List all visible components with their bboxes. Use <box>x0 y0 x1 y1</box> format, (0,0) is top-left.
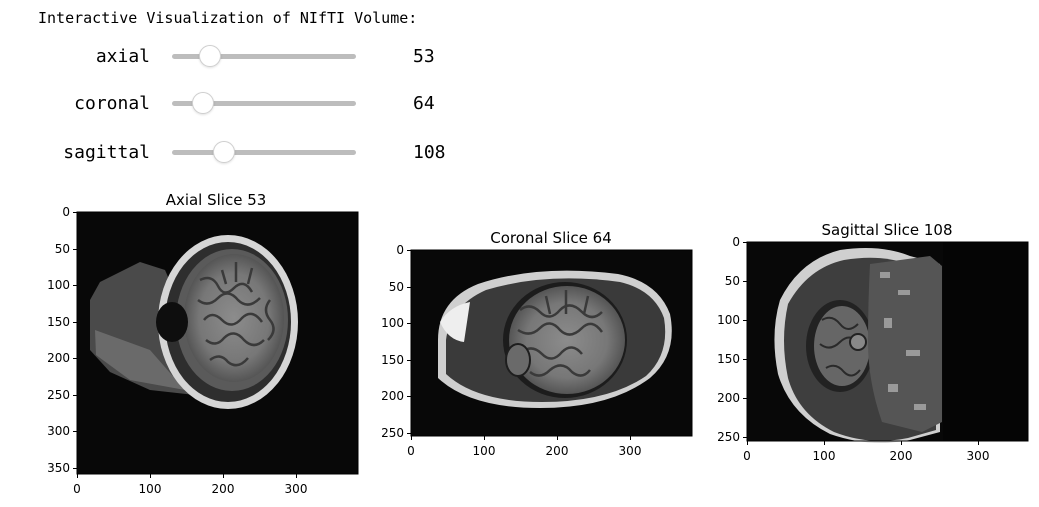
sagittal-y-tick-label: 0 <box>732 235 740 249</box>
sagittal-y-tick-label: 250 <box>717 430 740 444</box>
sagittal-x-tick-label: 100 <box>813 449 836 463</box>
axial-x-axis: 0 100 200 300 <box>73 474 307 496</box>
notebook-title: Interactive Visualization of NIfTI Volum… <box>38 9 418 27</box>
coronal-x-axis: 0 100 200 300 <box>407 436 641 458</box>
coronal-x-tick-label: 300 <box>619 444 642 458</box>
coronal-y-axis: 0 50 100 150 200 250 <box>381 243 411 440</box>
axial-y-tick-label: 0 <box>62 205 70 219</box>
coronal-slider-value: 64 <box>413 93 435 114</box>
coronal-x-tick-label: 100 <box>473 444 496 458</box>
coronal-slider-row: coronal 64 <box>0 89 520 119</box>
sagittal-y-tick-label: 200 <box>717 391 740 405</box>
sagittal-y-tick-label: 100 <box>717 313 740 327</box>
axial-y-tick-label: 200 <box>47 351 70 365</box>
axial-slider-label: axial <box>95 46 150 67</box>
coronal-slider-handle[interactable] <box>191 92 214 114</box>
sagittal-x-tick-label: 300 <box>967 449 990 463</box>
sagittal-x-tick-label: 200 <box>890 449 913 463</box>
axial-y-tick-label: 100 <box>47 278 70 292</box>
coronal-y-tick-label: 100 <box>381 316 404 330</box>
axial-plot-title: Axial Slice 53 <box>166 191 267 209</box>
coronal-x-tick-label: 0 <box>407 444 415 458</box>
sagittal-x-axis: 0 100 200 300 <box>743 441 989 463</box>
axial-x-tick-label: 100 <box>139 482 162 496</box>
sagittal-slice-image <box>747 242 1028 443</box>
sagittal-slider[interactable] <box>172 141 356 163</box>
axial-y-tick-label: 350 <box>47 461 70 475</box>
axial-x-tick-label: 300 <box>285 482 308 496</box>
coronal-slice-image <box>411 250 692 436</box>
axial-y-tick-label: 300 <box>47 424 70 438</box>
sagittal-y-tick-label: 150 <box>717 352 740 366</box>
sagittal-slider-handle[interactable] <box>212 141 235 163</box>
axial-x-tick-label: 0 <box>73 482 81 496</box>
axial-x-tick-label: 200 <box>212 482 235 496</box>
coronal-plot-title: Coronal Slice 64 <box>490 229 612 247</box>
sagittal-plot-title: Sagittal Slice 108 <box>821 221 952 239</box>
axial-y-tick-label: 250 <box>47 388 70 402</box>
coronal-y-tick-label: 50 <box>389 280 404 294</box>
coronal-y-tick-label: 250 <box>381 426 404 440</box>
axial-slider-handle[interactable] <box>199 45 222 67</box>
sagittal-slider-label: sagittal <box>63 142 150 163</box>
coronal-y-tick-label: 0 <box>396 243 404 257</box>
sagittal-plot: Sagittal Slice 108 <box>717 221 1029 463</box>
sagittal-slider-value: 108 <box>413 142 446 163</box>
sagittal-x-tick-label: 0 <box>743 449 751 463</box>
sagittal-slider-row: sagittal 108 <box>0 138 520 168</box>
axial-slider[interactable] <box>172 45 356 67</box>
axial-y-tick-label: 50 <box>55 242 70 256</box>
sagittal-y-tick-label: 50 <box>725 274 740 288</box>
coronal-plot: Coronal Slice 64 0 <box>381 229 693 458</box>
axial-slider-value: 53 <box>413 46 435 67</box>
coronal-slider-label: coronal <box>74 93 150 114</box>
axial-y-tick-label: 150 <box>47 315 70 329</box>
axial-y-axis: 0 50 100 150 200 250 300 350 <box>47 205 77 475</box>
sagittal-y-axis: 0 50 100 150 200 250 <box>717 235 747 444</box>
coronal-slider[interactable] <box>172 92 356 114</box>
axial-slice-image <box>77 212 358 474</box>
coronal-y-tick-label: 150 <box>381 353 404 367</box>
coronal-y-tick-label: 200 <box>381 389 404 403</box>
axial-slider-row: axial 53 <box>0 42 520 72</box>
axial-plot: Axial Slice 53 <box>47 191 359 496</box>
coronal-x-tick-label: 200 <box>546 444 569 458</box>
